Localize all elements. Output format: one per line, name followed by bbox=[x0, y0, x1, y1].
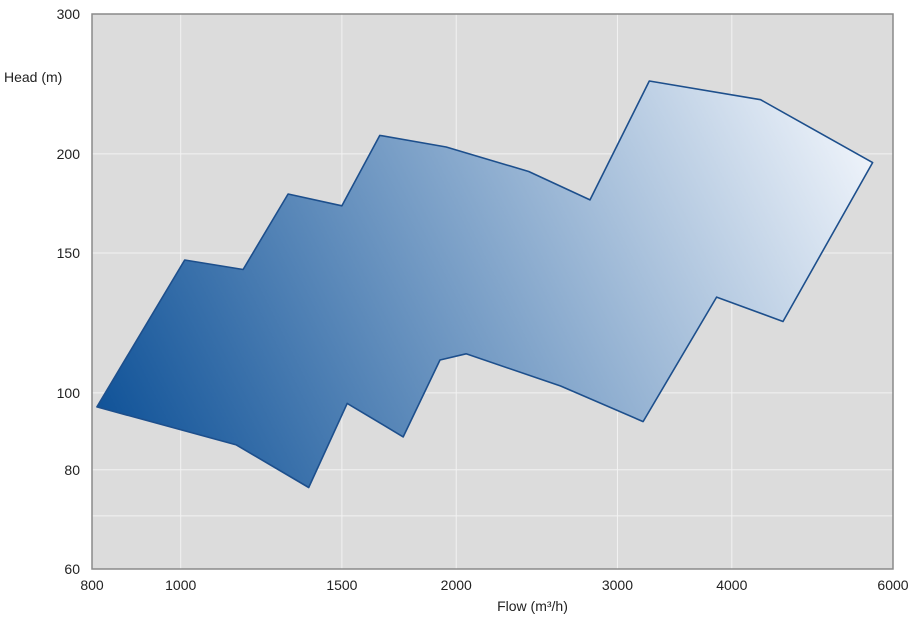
y-tick-label: 80 bbox=[64, 462, 80, 478]
plot-frame bbox=[91, 13, 894, 570]
x-tick-label: 1000 bbox=[165, 577, 196, 593]
x-tick-label: 800 bbox=[80, 577, 104, 593]
x-tick-label: 1500 bbox=[326, 577, 357, 593]
y-axis-ticks: 60 80 100 150 200 300 bbox=[57, 6, 81, 577]
y-axis-label: Head (m) bbox=[4, 69, 62, 85]
y-tick-label: 200 bbox=[57, 146, 81, 162]
y-tick-label: 150 bbox=[57, 245, 81, 261]
x-tick-label: 3000 bbox=[602, 577, 633, 593]
x-axis-ticks: 800 1000 1500 2000 3000 4000 6000 bbox=[80, 577, 908, 593]
x-tick-label: 2000 bbox=[441, 577, 472, 593]
x-axis-label: Flow (m³/h) bbox=[497, 598, 568, 614]
y-tick-label: 300 bbox=[57, 6, 81, 22]
y-tick-label: 100 bbox=[57, 385, 81, 401]
y-tick-label: 60 bbox=[64, 561, 80, 577]
x-tick-label: 4000 bbox=[716, 577, 747, 593]
pump-coverage-region bbox=[96, 80, 874, 489]
x-tick-label: 6000 bbox=[877, 577, 908, 593]
